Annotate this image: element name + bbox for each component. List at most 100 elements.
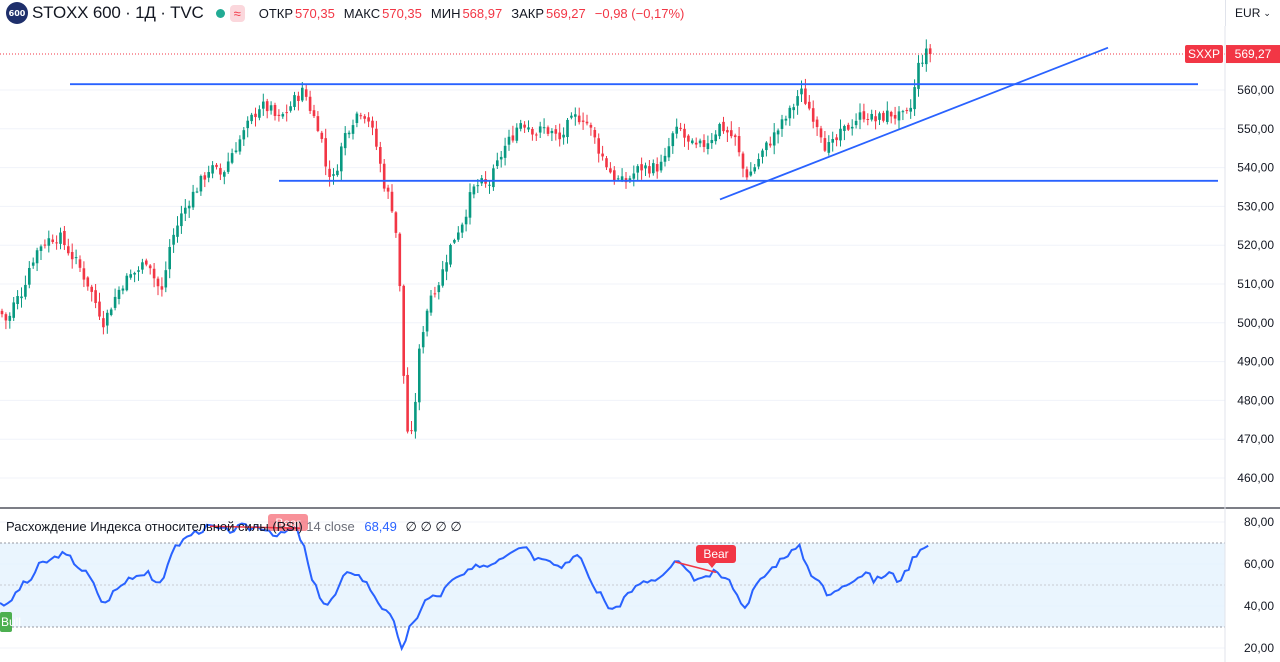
candle-body — [858, 112, 862, 120]
candle-body — [542, 127, 546, 129]
rsi-legend[interactable]: Расхождение Индекса относительной силы (… — [6, 519, 462, 535]
candle-body — [258, 109, 261, 118]
candle-body — [554, 129, 558, 134]
candle-body — [137, 270, 140, 272]
candle-body — [90, 286, 93, 292]
price-tick-label: 560,00 — [1237, 83, 1274, 97]
candle-body — [367, 117, 370, 122]
candle-body — [722, 121, 725, 132]
candle-body — [324, 138, 327, 167]
candle-body — [574, 114, 577, 117]
candle-body — [203, 175, 207, 180]
candle-body — [70, 252, 74, 260]
candle-body — [476, 185, 480, 187]
rsi-tick-label: 20,00 — [1244, 641, 1274, 655]
candle-body — [117, 289, 121, 300]
currency-selector[interactable]: EUR ⌄ — [1225, 0, 1280, 26]
candle-body — [788, 107, 792, 119]
candle-body — [523, 124, 526, 128]
candle-body — [928, 48, 932, 55]
candle-body — [109, 309, 113, 315]
candle-body — [347, 132, 351, 135]
candle-body — [78, 259, 82, 268]
candle-body — [250, 114, 253, 122]
candle-body — [531, 128, 534, 135]
price-tick-label: 470,00 — [1237, 432, 1274, 446]
candle-body — [546, 127, 550, 134]
candle-body — [515, 127, 519, 141]
candle-body — [772, 132, 776, 146]
bull-label: Bull — [0, 612, 21, 632]
rsi-axis[interactable]: 80,00 60,00 40,00 20,00 — [1244, 515, 1274, 655]
candle-body — [31, 262, 35, 266]
candle-body — [129, 274, 132, 278]
trendlines[interactable] — [70, 46, 1218, 201]
price-tick-label: 500,00 — [1237, 316, 1274, 330]
candle-body — [0, 310, 4, 315]
bear-label-1-text: Bear — [275, 516, 300, 530]
candle-body — [16, 296, 19, 305]
candle-body — [655, 164, 659, 172]
candle-body — [800, 88, 803, 95]
candle-body — [628, 178, 632, 181]
candle-body — [648, 166, 651, 174]
candle-body — [273, 104, 277, 116]
candle-body — [862, 111, 866, 120]
high-label: МАКС — [343, 5, 381, 21]
candle-body — [152, 268, 156, 279]
candle-body — [312, 110, 316, 117]
candle-body — [769, 143, 772, 146]
candle-body — [659, 161, 663, 171]
symbol-title[interactable]: STOXX 600 · 1Д · TVC — [32, 3, 204, 22]
approx-data-icon[interactable]: ≈ — [229, 4, 245, 22]
candle-body — [160, 286, 164, 290]
price-axis[interactable]: 560,00 550,00 540,00 530,00 520,00 510,00 500,… — [1237, 83, 1274, 485]
candle-body — [698, 140, 702, 144]
symbol-logo: 600 — [6, 2, 28, 24]
candle-body — [12, 302, 15, 318]
close-value: 569,27 — [546, 5, 586, 21]
candle-body — [499, 156, 503, 160]
candle-body — [913, 87, 916, 110]
price-tick-label: 460,00 — [1237, 471, 1274, 485]
candle-body — [496, 160, 499, 167]
candle-body — [102, 318, 105, 328]
candle-body — [776, 130, 780, 135]
candle-body — [464, 216, 468, 225]
candle-body — [301, 87, 304, 101]
candle-body — [601, 153, 604, 157]
bull-label-text: Bull — [1, 615, 21, 629]
candle-body — [86, 277, 90, 287]
candle-body — [737, 136, 741, 153]
candle-body — [363, 116, 366, 119]
candle-body — [43, 244, 47, 246]
candle-body — [145, 260, 148, 265]
candle-body — [168, 246, 171, 270]
candle-body — [839, 128, 842, 141]
candle-body — [897, 111, 901, 121]
rsi-tick-label: 40,00 — [1244, 599, 1274, 613]
candle-body — [585, 121, 589, 124]
candle-body — [784, 118, 788, 121]
candle-body — [328, 168, 331, 177]
change-value: −0,98 (−0,17%) — [594, 5, 685, 21]
trendline[interactable] — [719, 46, 1109, 201]
candle-body — [562, 134, 565, 138]
candle-body — [230, 153, 234, 163]
candle-body — [59, 232, 62, 244]
candle-body — [180, 213, 183, 227]
candle-body — [640, 164, 643, 171]
candle-body — [386, 187, 390, 192]
candle-body — [207, 172, 210, 178]
candle-body — [765, 142, 768, 151]
candle-body — [870, 113, 873, 120]
candle-body — [460, 224, 464, 233]
candle-body — [527, 127, 530, 130]
candle-body — [792, 107, 795, 111]
candle-body — [921, 62, 924, 64]
candle-body — [691, 140, 694, 144]
candle-body — [265, 101, 269, 112]
candle-body — [39, 246, 43, 251]
candle-body — [675, 126, 678, 134]
